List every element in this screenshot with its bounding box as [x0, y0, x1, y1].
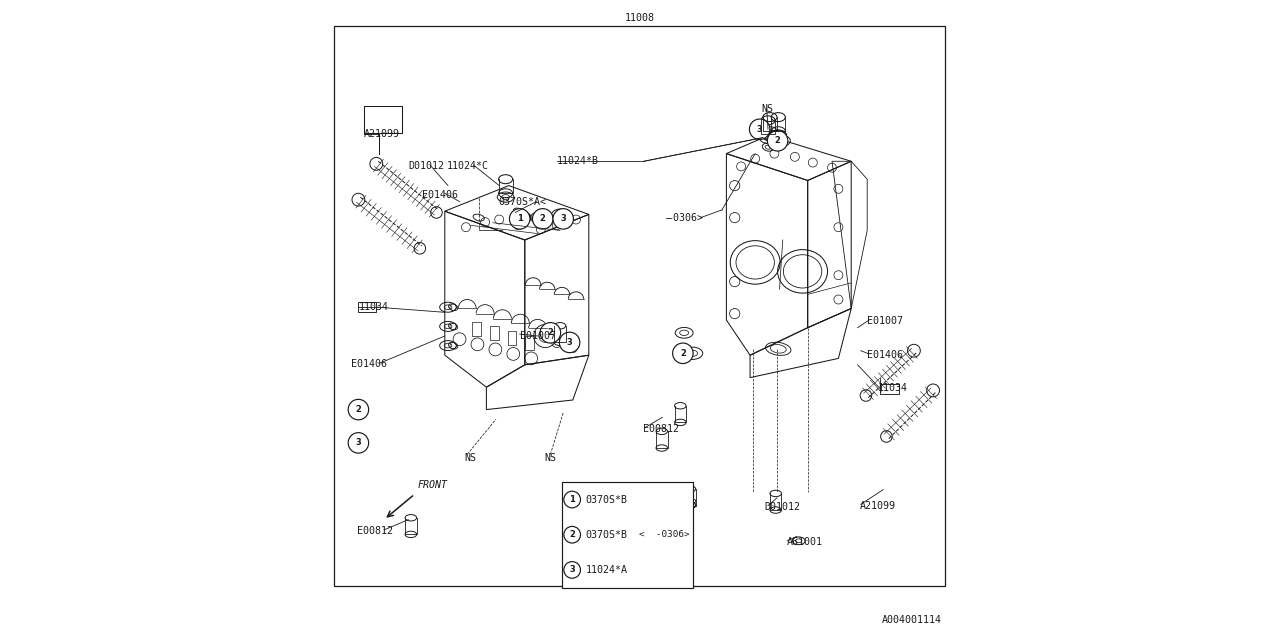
Text: 3: 3 [567, 338, 572, 347]
Bar [472, 322, 481, 336]
Text: E01007: E01007 [868, 316, 904, 326]
Bar [562, 482, 694, 588]
Text: D01012: D01012 [408, 161, 444, 172]
Text: 2: 2 [570, 530, 575, 540]
Text: E01007: E01007 [520, 331, 556, 341]
Bar [507, 331, 517, 345]
Circle shape [564, 562, 581, 579]
Bar [364, 106, 402, 133]
Circle shape [348, 433, 369, 453]
Text: 11024*C: 11024*C [447, 161, 489, 172]
Text: A61001: A61001 [787, 537, 823, 547]
Bar [358, 302, 376, 312]
Text: 2: 2 [548, 328, 553, 337]
Circle shape [564, 526, 581, 543]
Circle shape [509, 209, 530, 229]
Circle shape [540, 323, 561, 343]
Text: 3: 3 [570, 565, 575, 575]
Bar [526, 336, 535, 350]
Circle shape [559, 332, 580, 353]
Text: 2: 2 [540, 214, 545, 223]
Text: 3: 3 [561, 214, 566, 223]
Text: E01406: E01406 [868, 350, 904, 360]
Text: 2: 2 [774, 136, 781, 145]
Circle shape [673, 343, 694, 364]
Text: -0306>: -0306> [667, 212, 703, 223]
Text: 1: 1 [570, 495, 575, 504]
Circle shape [564, 492, 581, 508]
Text: 11034: 11034 [878, 383, 908, 394]
Text: E00812: E00812 [357, 526, 393, 536]
Circle shape [532, 209, 553, 229]
Bar [881, 384, 900, 394]
Text: 11008: 11008 [625, 13, 655, 23]
Bar [334, 26, 945, 586]
Circle shape [553, 209, 573, 229]
Text: 3: 3 [756, 125, 763, 134]
Text: 11024*B: 11024*B [557, 156, 599, 166]
Text: <  -0306>: < -0306> [640, 530, 690, 540]
Text: 0370S*B: 0370S*B [586, 495, 627, 504]
Text: A21099: A21099 [860, 500, 896, 511]
Text: NS: NS [465, 452, 476, 463]
Text: 11034: 11034 [358, 302, 388, 312]
Text: 3: 3 [356, 438, 361, 447]
Circle shape [767, 131, 788, 151]
Bar [490, 326, 499, 340]
Text: FRONT: FRONT [417, 479, 447, 490]
Text: 11024*A: 11024*A [586, 565, 627, 575]
Text: 2: 2 [680, 349, 686, 358]
Text: 1: 1 [517, 214, 522, 223]
Text: A004001114: A004001114 [882, 614, 942, 625]
Text: 0370S*B: 0370S*B [586, 530, 627, 540]
Circle shape [750, 119, 771, 140]
Text: NS: NS [544, 452, 556, 463]
Text: E00812: E00812 [644, 424, 680, 434]
Text: 2: 2 [356, 405, 361, 414]
Text: NS: NS [762, 104, 773, 114]
Text: D01012: D01012 [765, 502, 801, 512]
Text: E01406: E01406 [351, 358, 387, 369]
Circle shape [348, 399, 369, 420]
Text: 0370S*A<: 0370S*A< [498, 196, 547, 207]
Text: A21099: A21099 [364, 129, 399, 140]
Text: E01406: E01406 [422, 190, 458, 200]
Text: 11021*B: 11021*B [655, 499, 698, 509]
